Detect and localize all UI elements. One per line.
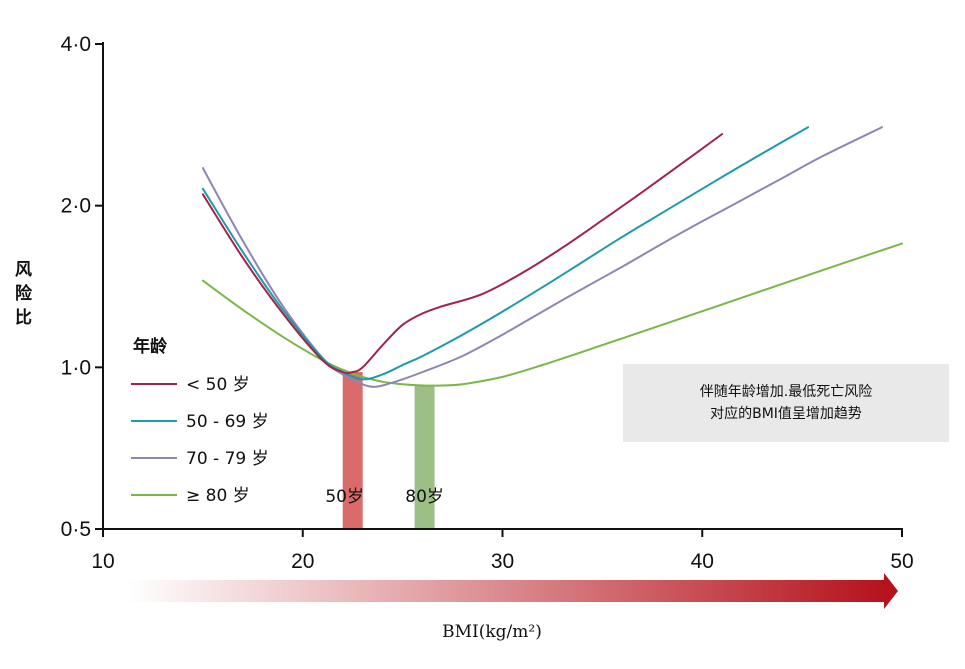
x-tick-label-0: 10 bbox=[91, 550, 114, 573]
x-tick-label-1: 20 bbox=[291, 550, 314, 573]
y-axis-label-2: 险 bbox=[15, 283, 33, 304]
legend-label-3: 70 - 79 岁 bbox=[186, 449, 269, 469]
y-tick-label-3: 4·0 bbox=[61, 33, 91, 56]
legend-label-4: ≥ 80 岁 bbox=[186, 486, 250, 506]
x-tick-label-2: 30 bbox=[491, 550, 514, 573]
axis-ticks: 0·5 1·0 2·0 4·0 10 20 30 40 50 bbox=[61, 33, 914, 573]
series-line-1 bbox=[201, 133, 724, 375]
x-axis-label: BMI(kg/m²) bbox=[442, 622, 542, 642]
annotation-box: 伴随年龄增加.最低死亡风险 对应的BMI值呈增加趋势 bbox=[623, 364, 949, 442]
band-2 bbox=[414, 385, 435, 529]
y-axis-label-3: 比 bbox=[15, 307, 32, 328]
optimal-bmi-bands bbox=[342, 372, 435, 529]
legend-title: 年龄 bbox=[133, 336, 168, 357]
band-1 bbox=[342, 372, 363, 529]
y-tick-label-2: 2·0 bbox=[61, 195, 91, 218]
y-tick-label-1: 1·0 bbox=[61, 356, 91, 379]
series-lines bbox=[201, 126, 903, 388]
y-tick-label-0: 0·5 bbox=[61, 518, 91, 541]
series-line-2 bbox=[201, 126, 810, 381]
series-line-3 bbox=[201, 126, 883, 388]
legend-label-1: < 50 岁 bbox=[186, 375, 250, 395]
legend-label-2: 50 - 69 岁 bbox=[186, 412, 269, 432]
band-label-1: 50岁 bbox=[325, 487, 364, 507]
band-labels: 50岁 80岁 bbox=[325, 487, 444, 507]
bmi-gradient-arrowhead bbox=[884, 573, 898, 609]
legend: < 50 岁 50 - 69 岁 70 - 79 岁 ≥ 80 岁 bbox=[131, 375, 269, 506]
band-label-2: 80岁 bbox=[405, 487, 444, 507]
y-axis-label-1: 风 bbox=[15, 260, 32, 280]
annotation-line-2: 对应的BMI值呈增加趋势 bbox=[710, 406, 862, 422]
bmi-gradient-bar bbox=[128, 580, 888, 602]
x-tick-label-3: 40 bbox=[691, 550, 714, 573]
x-tick-label-4: 50 bbox=[890, 550, 913, 573]
annotation-line-1: 伴随年龄增加.最低死亡风险 bbox=[699, 384, 873, 400]
